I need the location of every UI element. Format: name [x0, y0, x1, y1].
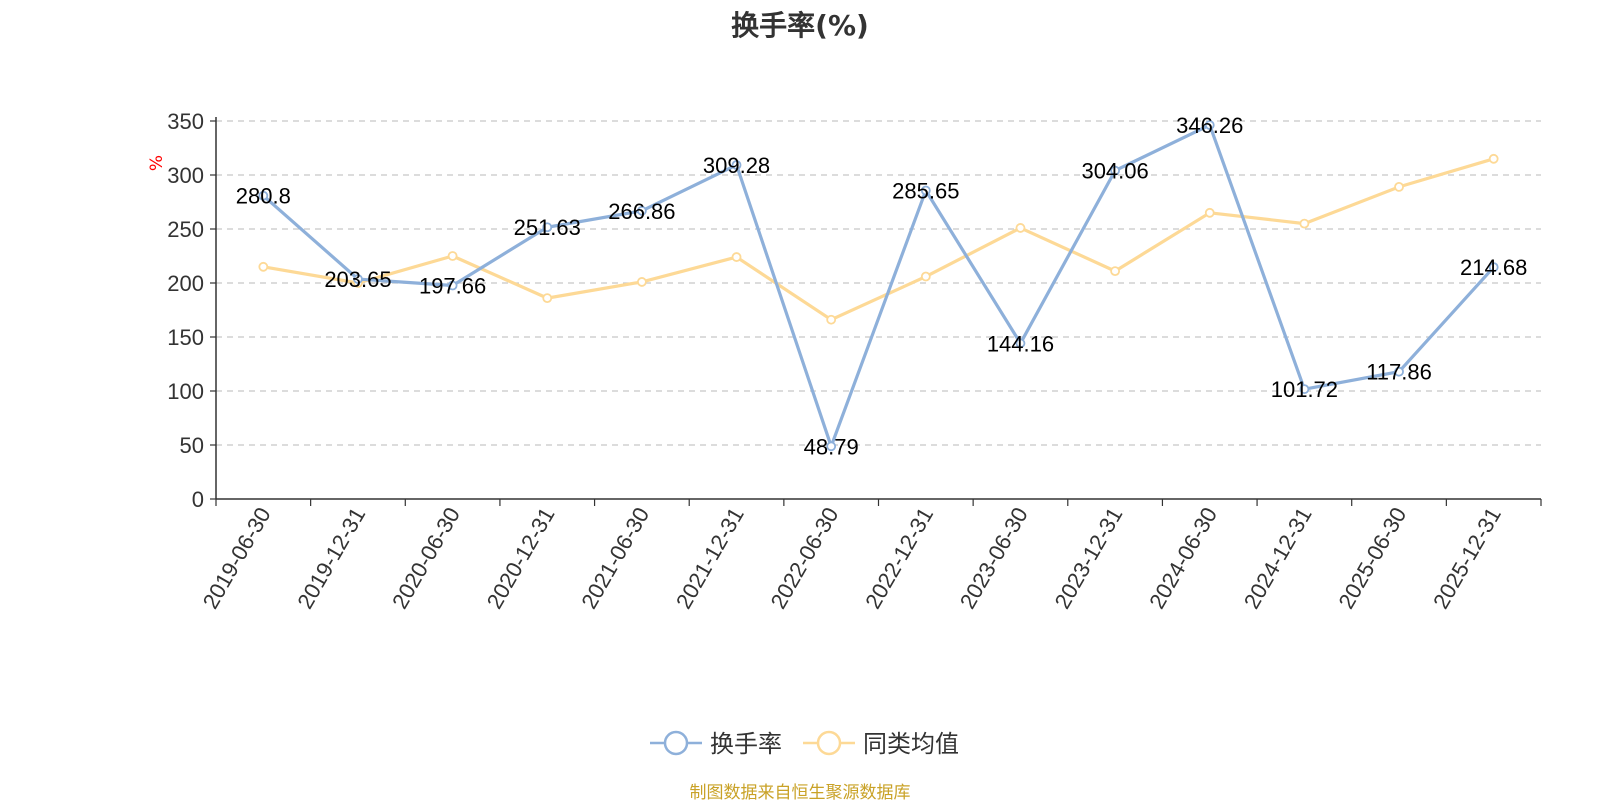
x-tick-label: 2022-06-30 — [766, 503, 844, 613]
data-point[interactable] — [1110, 165, 1121, 176]
legend-label: 同类均值 — [863, 730, 959, 758]
data-point[interactable] — [826, 441, 837, 452]
data-point[interactable] — [826, 314, 837, 325]
legend: 换手率 同类均值 — [650, 730, 959, 758]
data-label: 346.26 — [1176, 113, 1243, 138]
y-axis-label: % — [147, 155, 167, 171]
data-label: 144.16 — [987, 331, 1054, 356]
x-tick-label: 2020-06-30 — [387, 503, 465, 613]
x-tick-label: 2020-12-31 — [482, 503, 560, 613]
y-tick-label: 300 — [167, 163, 204, 188]
data-point[interactable] — [1110, 266, 1121, 277]
data-label: 117.86 — [1366, 360, 1432, 385]
data-label: 251.63 — [514, 215, 581, 240]
data-point[interactable] — [731, 252, 742, 262]
series-line-1 — [263, 157, 1495, 322]
data-label: 197.66 — [419, 274, 486, 299]
data-label: 214.68 — [1460, 255, 1527, 280]
legend-marker — [816, 730, 842, 756]
legend-item-1[interactable]: 同类均值 — [803, 730, 959, 758]
y-tick-label: 150 — [167, 325, 204, 350]
data-point[interactable] — [1015, 223, 1026, 233]
series-line-0 — [262, 123, 1495, 448]
data-point[interactable] — [447, 251, 458, 261]
data-point[interactable] — [731, 160, 742, 170]
y-tick-label: 350 — [167, 109, 204, 134]
y-tick-label: 100 — [167, 379, 204, 404]
axes: 0 50 100 150 200 250 300 350% 2019-06-30 2019-12-… — [147, 109, 1542, 613]
x-tick-label: 2022-12-31 — [860, 503, 938, 613]
data-label: 309.28 — [703, 153, 770, 178]
x-tick-label: 2019-06-30 — [198, 503, 276, 613]
data-label: 285.65 — [892, 178, 959, 203]
y-tick-label: 200 — [167, 271, 204, 296]
data-point[interactable] — [258, 261, 269, 272]
data-label: 48.79 — [804, 434, 859, 459]
data-point[interactable] — [1394, 366, 1404, 377]
legend-label: 换手率 — [710, 730, 782, 758]
x-tick-label: 2023-06-30 — [955, 503, 1033, 613]
legend-marker — [663, 730, 689, 756]
x-tick-label: 2023-12-31 — [1050, 503, 1128, 613]
x-tick-label: 2019-12-31 — [292, 503, 370, 613]
data-point[interactable] — [920, 271, 931, 282]
series-lines — [258, 120, 1499, 452]
data-point[interactable] — [542, 222, 553, 233]
data-point[interactable] — [447, 280, 458, 291]
data-point[interactable] — [542, 293, 553, 304]
data-point[interactable] — [1299, 384, 1310, 395]
data-point[interactable] — [1015, 338, 1026, 349]
data-point[interactable] — [1488, 153, 1499, 164]
y-tick-label: 0 — [192, 487, 204, 512]
data-point[interactable] — [920, 185, 931, 196]
data-label: 266.86 — [608, 199, 675, 224]
data-label: 101.72 — [1271, 377, 1338, 402]
y-tick-label: 50 — [180, 433, 204, 458]
data-labels: 280.8 203.65 197.66 251.63 266.86 309.28 48.79… — [236, 113, 1528, 459]
data-label: 280.8 — [236, 184, 291, 209]
data-point[interactable] — [1204, 207, 1215, 218]
data-point[interactable] — [1299, 218, 1310, 229]
x-tick-label: 2025-12-31 — [1428, 503, 1506, 613]
source-note: 制图数据来自恒生聚源数据库 — [689, 783, 911, 803]
data-label: 203.65 — [324, 267, 391, 292]
data-point[interactable] — [636, 277, 647, 287]
x-tick-label: 2024-06-30 — [1144, 503, 1222, 613]
data-point[interactable] — [1204, 120, 1215, 130]
data-point[interactable] — [1488, 262, 1499, 273]
x-tick-label: 2021-12-31 — [671, 503, 749, 613]
x-tick-label: 2021-06-30 — [576, 503, 654, 613]
x-tick-label: 2025-06-30 — [1333, 503, 1411, 613]
data-point[interactable] — [1394, 181, 1404, 192]
data-point[interactable] — [636, 205, 647, 216]
y-tick-label: 250 — [167, 217, 204, 242]
chart-title: 换手率(%) — [731, 9, 869, 42]
data-point[interactable] — [258, 190, 269, 201]
data-label: 304.06 — [1081, 159, 1148, 184]
legend-item-0[interactable]: 换手率 — [650, 730, 782, 758]
data-point[interactable] — [353, 274, 363, 284]
x-tick-label: 2024-12-31 — [1239, 503, 1317, 613]
